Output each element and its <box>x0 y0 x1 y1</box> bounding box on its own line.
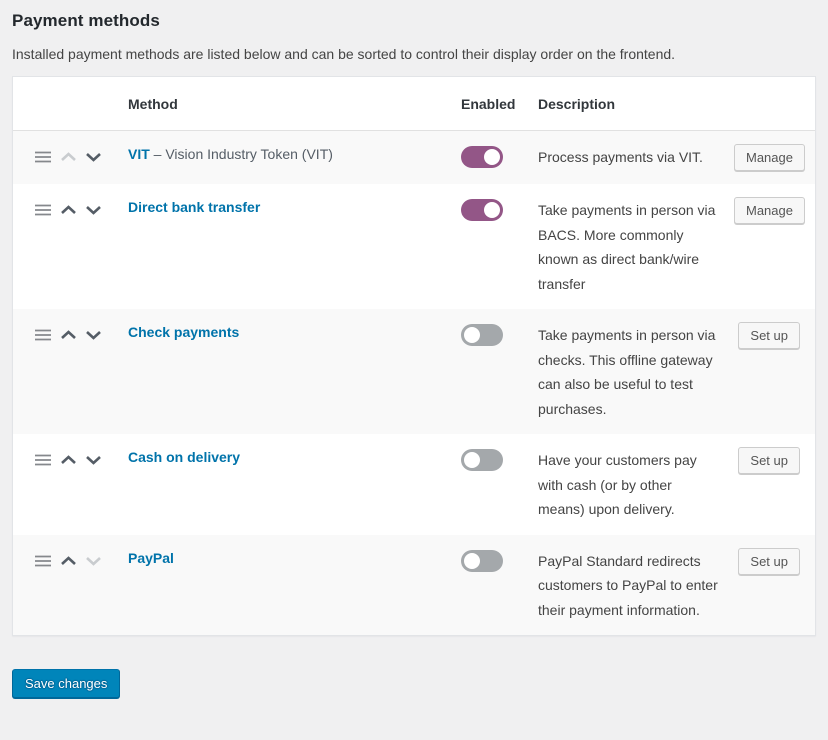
row-description: Take payments in person via BACS. More c… <box>538 202 716 292</box>
table-header-row: Method Enabled Description <box>13 77 815 131</box>
drag-handle-icon[interactable] <box>34 554 52 568</box>
method-link[interactable]: Direct bank transfer <box>128 199 261 215</box>
save-row: Save changes <box>12 669 816 698</box>
row-action-button[interactable]: Manage <box>734 144 805 171</box>
row-action-button[interactable]: Set up <box>738 547 800 575</box>
table-body: VIT – Vision Industry Token (VIT) Proces… <box>13 131 815 635</box>
action-cell: Set up <box>734 535 815 636</box>
action-cell: Set up <box>734 309 815 434</box>
action-column-header <box>734 77 815 130</box>
sort-cell <box>13 184 128 309</box>
sort-cell <box>13 434 128 535</box>
method-cell: VIT – Vision Industry Token (VIT) <box>128 131 461 184</box>
row-description: PayPal Standard redirects customers to P… <box>538 552 718 618</box>
enabled-cell <box>461 131 538 184</box>
move-up-icon[interactable] <box>60 328 77 342</box>
method-cell: Check payments <box>128 309 461 434</box>
table-row: Direct bank transfer Take payments in pe… <box>13 184 815 309</box>
drag-handle-icon[interactable] <box>34 453 52 467</box>
enabled-cell <box>461 184 538 309</box>
page-intro: Installed payment methods are listed bel… <box>12 46 676 62</box>
move-down-icon[interactable] <box>85 203 102 217</box>
row-action-button[interactable]: Set up <box>738 322 800 349</box>
description-column-header: Description <box>538 96 616 112</box>
method-suffix: – Vision Industry Token (VIT) <box>149 146 333 162</box>
method-link[interactable]: VIT <box>128 146 150 162</box>
save-changes-button[interactable]: Save changes <box>12 669 121 698</box>
sort-cell <box>13 309 128 434</box>
action-cell: Manage <box>734 131 820 184</box>
move-down-icon[interactable] <box>85 554 102 568</box>
enabled-cell <box>461 309 538 434</box>
method-link[interactable]: Check payments <box>128 324 240 340</box>
table-row: PayPal PayPal Standard redirects custome… <box>13 534 815 636</box>
move-down-icon[interactable] <box>85 328 102 342</box>
enabled-toggle[interactable] <box>461 324 503 346</box>
enabled-column-header: Enabled <box>461 96 516 112</box>
method-column-header: Method <box>128 96 178 112</box>
payment-methods-page: Payment methods Installed payment method… <box>12 11 816 698</box>
method-link[interactable]: PayPal <box>128 549 174 566</box>
move-up-icon[interactable] <box>60 554 77 568</box>
table-row: VIT – Vision Industry Token (VIT) Proces… <box>13 131 815 184</box>
row-description: Take payments in person via checks. This… <box>538 327 716 417</box>
row-action-button[interactable]: Set up <box>738 447 800 474</box>
sort-cell <box>13 535 128 636</box>
move-down-icon[interactable] <box>85 453 102 467</box>
enabled-cell <box>461 535 538 636</box>
action-cell: Set up <box>734 434 815 535</box>
move-down-icon[interactable] <box>85 150 102 164</box>
action-cell: Manage <box>734 184 820 309</box>
enabled-toggle[interactable] <box>461 199 503 221</box>
method-cell: Direct bank transfer <box>128 184 461 309</box>
drag-handle-icon[interactable] <box>34 150 52 164</box>
method-link[interactable]: Cash on delivery <box>128 449 241 465</box>
enabled-toggle[interactable] <box>461 449 503 471</box>
enabled-toggle[interactable] <box>461 146 503 168</box>
payment-methods-table: Method Enabled Description VIT – Vision … <box>12 76 816 636</box>
sort-cell <box>13 131 128 184</box>
row-description: Have your customers pay with cash (or by… <box>538 452 697 517</box>
method-cell: PayPal <box>128 535 461 636</box>
move-up-icon[interactable] <box>60 203 77 217</box>
move-up-icon[interactable] <box>60 453 77 467</box>
method-cell: Cash on delivery <box>128 434 461 535</box>
table-row: Cash on delivery Have your customers pay… <box>13 434 815 535</box>
drag-handle-icon[interactable] <box>34 203 52 217</box>
move-up-icon[interactable] <box>60 150 77 164</box>
row-description: Process payments via VIT. <box>538 149 703 165</box>
drag-handle-icon[interactable] <box>34 328 52 342</box>
enabled-cell <box>461 434 538 535</box>
enabled-toggle[interactable] <box>461 549 503 572</box>
sort-column-header <box>13 77 128 130</box>
page-title: Payment methods <box>12 11 160 30</box>
table-row: Check payments Take payments in person v… <box>13 309 815 434</box>
row-action-button[interactable]: Manage <box>734 197 805 224</box>
